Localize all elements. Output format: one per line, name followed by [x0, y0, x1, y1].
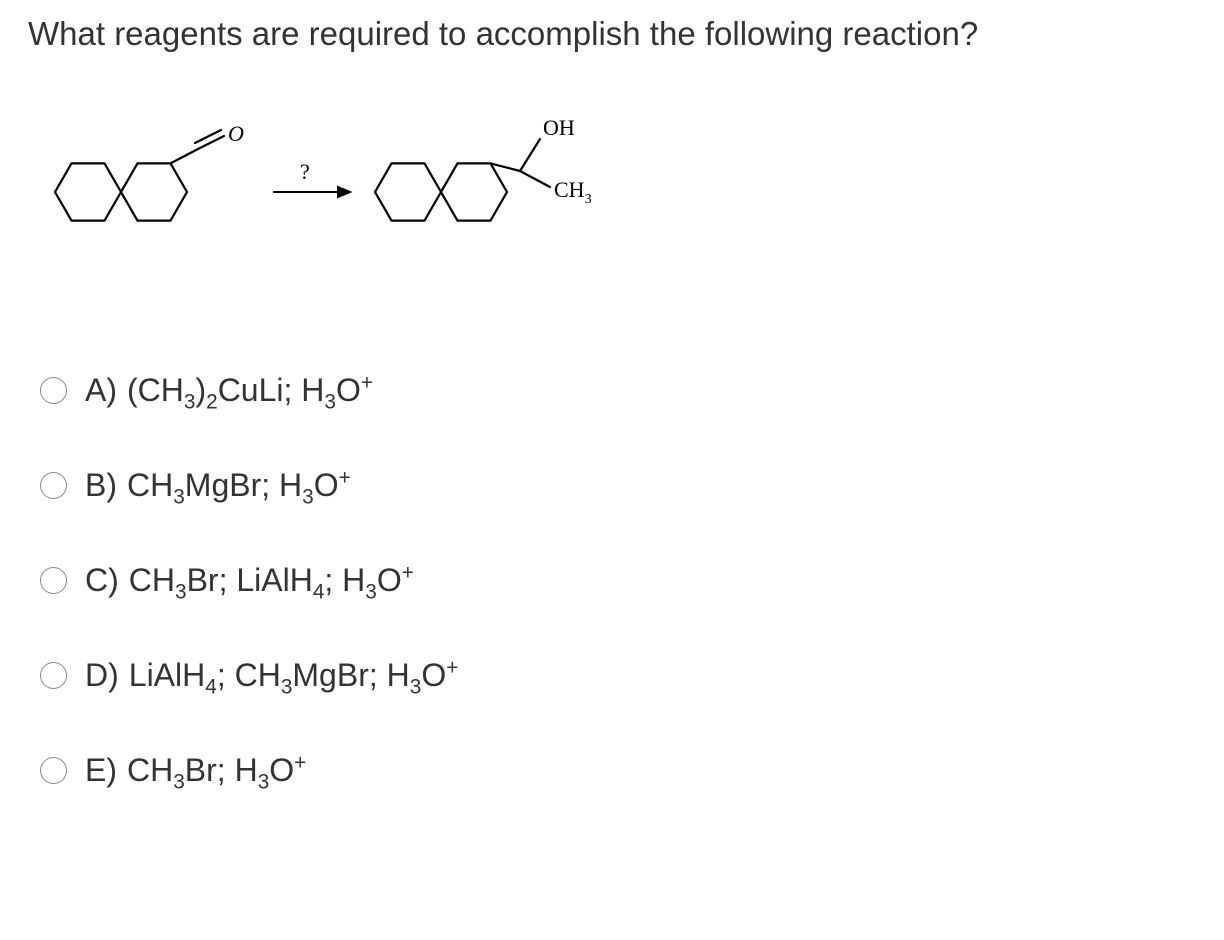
option-c-formula: CH3Br; LiAlH4; H3O+: [129, 562, 414, 599]
arrow-label: ?: [300, 159, 310, 184]
option-e[interactable]: E) CH3Br; H3O+: [40, 752, 1196, 789]
option-e-label: E) CH3Br; H3O+: [85, 752, 306, 789]
radio-d[interactable]: [40, 662, 67, 689]
option-b-formula: CH3MgBr; H3O+: [127, 467, 351, 504]
option-d-formula: LiAlH4; CH3MgBr; H3O+: [129, 657, 459, 694]
option-a-label: A) (CH3)2CuLi; H3O+: [85, 372, 373, 409]
option-a-letter: A): [85, 372, 117, 409]
option-b[interactable]: B) CH3MgBr; H3O+: [40, 467, 1196, 504]
option-c[interactable]: C) CH3Br; LiAlH4; H3O+: [40, 562, 1196, 599]
radio-a[interactable]: [40, 377, 67, 404]
options-list: A) (CH3)2CuLi; H3O+ B) CH3MgBr; H3O+ C) …: [40, 372, 1196, 789]
product-oh-label: OH: [543, 117, 575, 140]
option-e-formula: CH3Br; H3O+: [127, 752, 306, 789]
option-b-label: B) CH3MgBr; H3O+: [85, 467, 351, 504]
option-d[interactable]: D) LiAlH4; CH3MgBr; H3O+: [40, 657, 1196, 694]
option-a[interactable]: A) (CH3)2CuLi; H3O+: [40, 372, 1196, 409]
question-text: What reagents are required to accomplish…: [28, 12, 1196, 57]
option-d-label: D) LiAlH4; CH3MgBr; H3O+: [85, 657, 458, 694]
option-c-letter: C): [85, 562, 119, 599]
option-e-letter: E): [85, 752, 117, 789]
option-b-letter: B): [85, 467, 117, 504]
option-a-formula: (CH3)2CuLi; H3O+: [127, 372, 373, 409]
radio-c[interactable]: [40, 567, 67, 594]
aldehyde-o-label: O: [228, 121, 244, 146]
product-ch3-label: CH3: [554, 177, 592, 207]
option-c-label: C) CH3Br; LiAlH4; H3O+: [85, 562, 414, 599]
question-page: What reagents are required to accomplish…: [0, 0, 1224, 809]
reaction-svg: O ? OH CH3: [38, 117, 618, 257]
option-d-letter: D): [85, 657, 119, 694]
radio-e[interactable]: [40, 757, 67, 784]
reaction-scheme: O ? OH CH3: [38, 117, 1196, 262]
radio-b[interactable]: [40, 472, 67, 499]
